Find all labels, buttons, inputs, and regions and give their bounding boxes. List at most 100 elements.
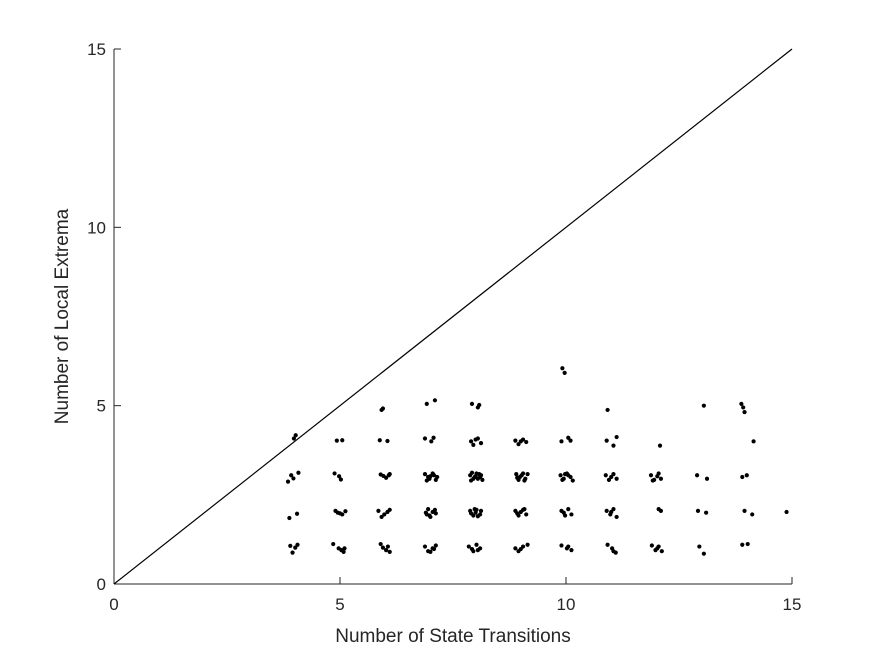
data-point (468, 511, 474, 516)
data-point (606, 477, 612, 482)
data-point (742, 409, 747, 415)
data-point (750, 512, 755, 517)
data-point (385, 509, 390, 515)
data-point (475, 405, 480, 410)
data-point (432, 507, 438, 512)
data-point (566, 473, 571, 478)
data-point (435, 474, 440, 480)
data-point (614, 476, 619, 481)
data-point (381, 473, 386, 479)
data-point (474, 542, 479, 547)
data-point (525, 542, 530, 547)
data-point (513, 438, 518, 443)
data-point (605, 542, 610, 547)
data-point (524, 439, 529, 445)
x-tick-label: 5 (335, 595, 344, 614)
data-point (569, 548, 574, 553)
data-point (473, 437, 478, 442)
data-point (376, 508, 381, 513)
data-point (568, 438, 573, 443)
data-point (295, 542, 300, 547)
data-point (334, 438, 339, 443)
data-point (520, 471, 526, 476)
data-point (422, 472, 428, 477)
data-point (515, 475, 520, 480)
data-point (382, 512, 387, 517)
data-point (332, 471, 337, 476)
data-point (384, 548, 389, 553)
data-point (472, 507, 477, 512)
data-point (562, 370, 567, 375)
data-point (380, 545, 386, 550)
data-point (742, 508, 747, 513)
data-point (701, 551, 706, 556)
data-point (613, 550, 618, 555)
data-point (614, 434, 619, 440)
data-point (469, 470, 475, 475)
data-point (604, 438, 609, 443)
data-point (475, 514, 480, 519)
data-point (522, 507, 527, 512)
data-point (428, 549, 433, 555)
data-point (566, 435, 571, 440)
data-point (380, 406, 386, 411)
data-point (337, 511, 343, 516)
data-point (701, 403, 706, 408)
y-tick-label: 10 (87, 218, 106, 237)
data-point (558, 473, 563, 478)
data-point (469, 546, 475, 552)
axes (113, 48, 793, 585)
data-point (740, 542, 745, 547)
data-point (694, 473, 700, 478)
data-point (704, 476, 710, 481)
data-point (293, 433, 298, 438)
data-point (655, 474, 660, 479)
data-point (559, 543, 564, 548)
data-point (516, 442, 521, 447)
data-point (338, 477, 344, 482)
y-tick-label: 0 (97, 575, 106, 594)
data-point (429, 439, 434, 444)
data-point (478, 473, 484, 478)
data-point (291, 436, 296, 441)
data-point (751, 439, 756, 444)
data-point (475, 476, 480, 481)
data-point (480, 477, 485, 482)
data-point (468, 478, 474, 483)
data-point (471, 442, 476, 447)
data-point (561, 510, 566, 515)
data-point (566, 507, 571, 512)
data-point (426, 507, 431, 512)
data-point (424, 401, 429, 406)
data-point (658, 476, 664, 481)
data-point (285, 479, 291, 484)
data-point (475, 548, 480, 553)
y-tick-label: 5 (97, 397, 106, 416)
data-point (422, 544, 428, 549)
data-point (432, 398, 438, 403)
data-point (611, 472, 616, 477)
data-point (609, 509, 614, 515)
identity-line (113, 48, 793, 585)
data-point (609, 474, 614, 480)
data-point (290, 550, 295, 555)
data-point (333, 508, 338, 513)
data-point (385, 438, 390, 444)
data-point (658, 508, 664, 513)
data-point (739, 401, 744, 406)
data-point (377, 438, 382, 443)
data-point (515, 511, 520, 516)
data-point (424, 512, 429, 517)
data-point (422, 436, 428, 441)
data-point (296, 470, 301, 475)
data-point (379, 514, 384, 520)
data-point (288, 543, 293, 548)
data-point (431, 546, 437, 552)
y-tick-label: 15 (87, 40, 106, 59)
data-point (650, 478, 655, 483)
data-point (428, 474, 433, 479)
data-point (659, 549, 664, 554)
data-point (343, 509, 348, 514)
data-point (478, 508, 484, 513)
